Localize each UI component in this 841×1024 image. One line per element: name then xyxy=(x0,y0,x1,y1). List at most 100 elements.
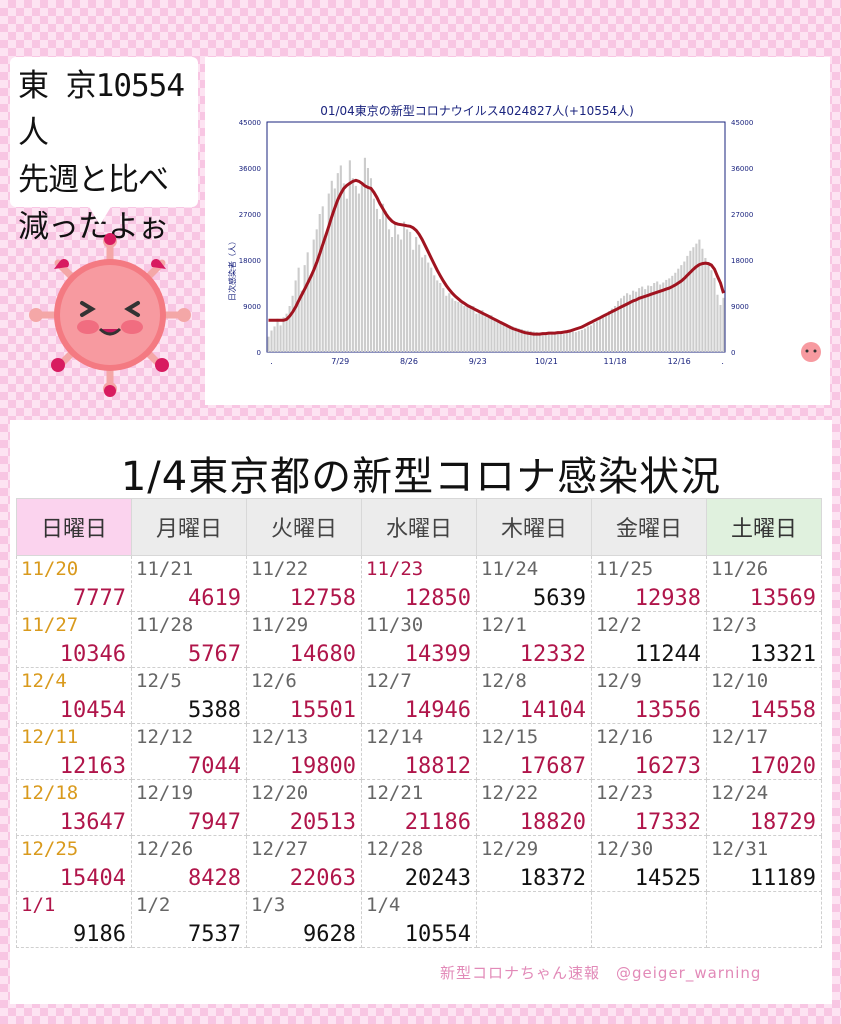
day-cell: 12/29 18372 xyxy=(476,835,592,892)
day-cell: 12/6 15501 xyxy=(246,667,362,724)
daily-case-bar xyxy=(644,289,647,352)
daily-case-bar xyxy=(403,221,406,352)
daily-case-bar xyxy=(556,333,559,352)
daily-case-bar xyxy=(508,325,511,352)
daily-case-bar xyxy=(716,294,719,352)
daily-case-bar xyxy=(357,193,360,352)
cell-case-count: 14104 xyxy=(519,698,586,723)
table-row: 12/11 12163 12/12 7044 12/13 19800 12/14 18812 1… xyxy=(16,723,822,780)
daily-case-bar xyxy=(523,330,526,352)
daily-case-bar xyxy=(300,290,303,352)
daily-case-bar xyxy=(683,261,686,352)
daily-case-bar xyxy=(707,262,710,352)
table-row: 11/27 10346 11/28 5767 11/29 14680 11/30 14399 1… xyxy=(16,611,822,668)
day-cell: 12/25 15404 xyxy=(16,835,132,892)
daily-case-bar xyxy=(544,333,547,352)
daily-case-bar xyxy=(436,280,439,352)
daily-case-bar xyxy=(574,332,577,352)
daily-case-bar xyxy=(345,198,348,352)
daily-case-bar xyxy=(592,322,595,352)
cell-date: 1/2 xyxy=(136,894,171,916)
x-tick-label: . xyxy=(270,357,273,366)
daily-case-bar xyxy=(499,322,502,352)
day-cell: 11/29 14680 xyxy=(246,611,362,668)
cell-case-count: 14525 xyxy=(634,866,701,891)
daily-case-bar xyxy=(610,308,614,352)
cell-date: 12/9 xyxy=(596,670,642,692)
daily-case-bar xyxy=(638,288,641,352)
cell-date: 12/30 xyxy=(596,838,654,860)
cell-date: 12/26 xyxy=(136,838,194,860)
daily-case-bar xyxy=(526,330,529,352)
daily-case-bar xyxy=(294,280,297,352)
daily-case-bar xyxy=(324,234,327,352)
y-tick-label-right: 9000 xyxy=(731,303,749,311)
daily-case-bar xyxy=(421,257,424,352)
cell-case-count: 11189 xyxy=(749,866,816,891)
cell-date: 11/23 xyxy=(366,558,424,580)
day-cell: 11/22 12758 xyxy=(246,555,362,612)
day-cell: 12/16 16273 xyxy=(591,723,707,780)
cell-case-count: 21186 xyxy=(404,810,471,835)
daily-case-bar xyxy=(487,317,490,352)
cell-case-count: 22063 xyxy=(289,866,356,891)
cell-case-count: 17020 xyxy=(749,754,816,779)
cell-case-count: 13569 xyxy=(749,586,816,611)
daily-case-bar xyxy=(586,326,589,352)
x-tick-label: 10/21 xyxy=(535,357,558,366)
cell-case-count: 12163 xyxy=(59,754,126,779)
daily-case-bar xyxy=(502,323,505,352)
cell-date: 12/31 xyxy=(711,838,769,860)
daily-case-bar xyxy=(472,306,475,352)
daily-case-bar xyxy=(532,331,535,352)
speech-bubble: 東 京10554人 先週と比べ 減ったよぉ xyxy=(10,57,198,245)
daily-case-bar xyxy=(478,312,481,352)
daily-case-bar xyxy=(451,298,454,352)
daily-case-bar xyxy=(677,268,680,352)
daily-case-bar xyxy=(270,330,273,352)
cell-case-count: 9628 xyxy=(303,922,356,947)
daily-case-bar xyxy=(412,249,415,352)
daily-case-bar xyxy=(327,193,330,352)
cell-date: 12/19 xyxy=(136,782,194,804)
day-cell: 12/7 14946 xyxy=(361,667,477,724)
y-tick-label-right: 27000 xyxy=(731,211,753,219)
daily-case-bar xyxy=(291,295,294,352)
daily-case-bar xyxy=(550,331,553,352)
day-cell: 12/28 20243 xyxy=(361,835,477,892)
y-tick-label-left: 27000 xyxy=(239,211,261,219)
daily-case-bar xyxy=(427,262,430,352)
cell-case-count: 12758 xyxy=(289,586,356,611)
daily-case-bar xyxy=(276,318,279,352)
day-cell: 12/1 12332 xyxy=(476,611,592,668)
y-tick-label-left: 36000 xyxy=(239,165,261,173)
cell-case-count: 20513 xyxy=(289,810,356,835)
daily-case-bar xyxy=(571,331,574,352)
daily-case-bar xyxy=(469,308,472,352)
day-cell: 12/27 22063 xyxy=(246,835,362,892)
cell-case-count: 18812 xyxy=(404,754,471,779)
daily-case-bar xyxy=(424,254,427,352)
chart-y-axis-label: 日次感染者（人） xyxy=(227,237,237,301)
cell-case-count: 12938 xyxy=(634,586,701,611)
cell-date: 12/10 xyxy=(711,670,769,692)
cell-case-count: 14680 xyxy=(289,642,356,667)
daily-case-bar xyxy=(659,284,662,352)
daily-case-bar xyxy=(547,332,550,352)
cell-date: 12/16 xyxy=(596,726,654,748)
daily-case-bar xyxy=(363,157,366,352)
y-tick-label-right: 45000 xyxy=(731,119,753,127)
day-cell: 12/20 20513 xyxy=(246,779,362,836)
day-cell xyxy=(591,891,707,948)
cell-date: 11/27 xyxy=(21,614,79,636)
cell-date: 12/18 xyxy=(21,782,79,804)
day-cell: 12/31 11189 xyxy=(706,835,822,892)
cell-case-count: 18820 xyxy=(519,810,586,835)
cell-date: 12/1 xyxy=(481,614,527,636)
cell-date: 12/27 xyxy=(251,838,309,860)
cell-case-count: 17687 xyxy=(519,754,586,779)
cell-case-count: 12850 xyxy=(404,586,471,611)
day-cell: 1/1 9186 xyxy=(16,891,132,948)
cell-case-count: 4619 xyxy=(188,586,241,611)
cell-date: 12/15 xyxy=(481,726,539,748)
